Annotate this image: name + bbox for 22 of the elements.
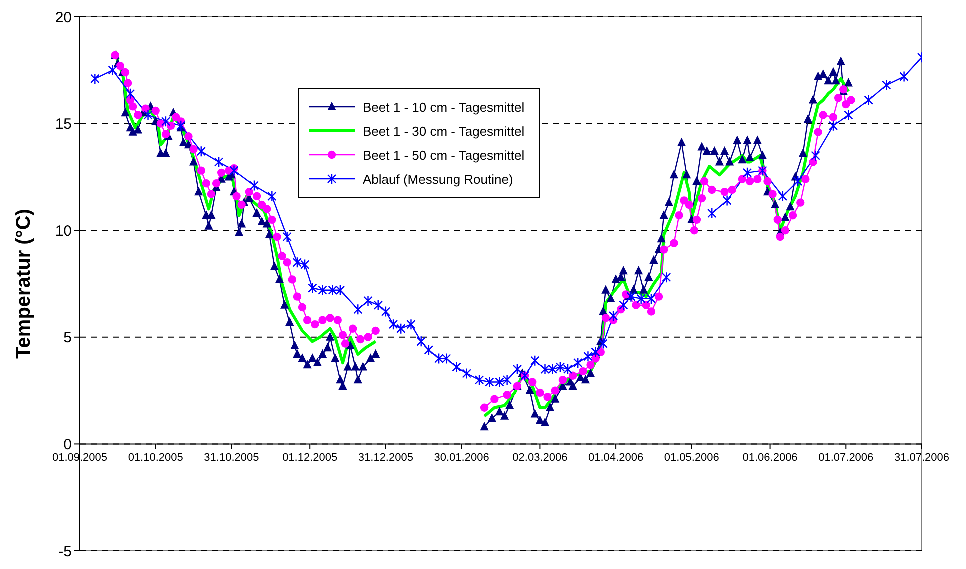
x-tick-label: 02.03.2006 xyxy=(512,452,568,464)
y-tick-label: 20 xyxy=(55,9,72,26)
x-tick-label: 01.06.2006 xyxy=(742,452,798,464)
y-tick-label: 5 xyxy=(64,330,72,347)
y-tick-label: 0 xyxy=(64,436,72,454)
x-tick-label: 31.12.2005 xyxy=(358,452,414,464)
x-tick-label: 01.10.2005 xyxy=(128,452,184,464)
x-tick-label: 01.05.2006 xyxy=(664,452,720,464)
x-tick-label: 01.04.2006 xyxy=(588,452,644,464)
x-tick-label: 01.12.2005 xyxy=(282,452,338,464)
x-tick-label: 30.01.2006 xyxy=(434,452,490,464)
y-tick-label: -5 xyxy=(58,543,72,560)
y-tick-label: 15 xyxy=(55,116,72,134)
legend-label: Beet 1 - 50 cm - Tagesmittel xyxy=(363,148,525,162)
x-tick-label: 31.10.2005 xyxy=(204,452,260,464)
legend-label: Beet 1 - 10 cm - Tagesmittel xyxy=(363,100,525,114)
x-tick-label: 01.07.2006 xyxy=(818,452,874,464)
legend-label: Beet 1 - 30 cm - Tagesmittel xyxy=(363,124,525,138)
legend-label: Ablauf (Messung Routine) xyxy=(363,172,514,186)
y-tick-label: 10 xyxy=(55,222,72,240)
x-tick-label: 31.07.2006 xyxy=(894,452,950,464)
y-axis-title: Temperatur (°C) xyxy=(13,209,35,359)
